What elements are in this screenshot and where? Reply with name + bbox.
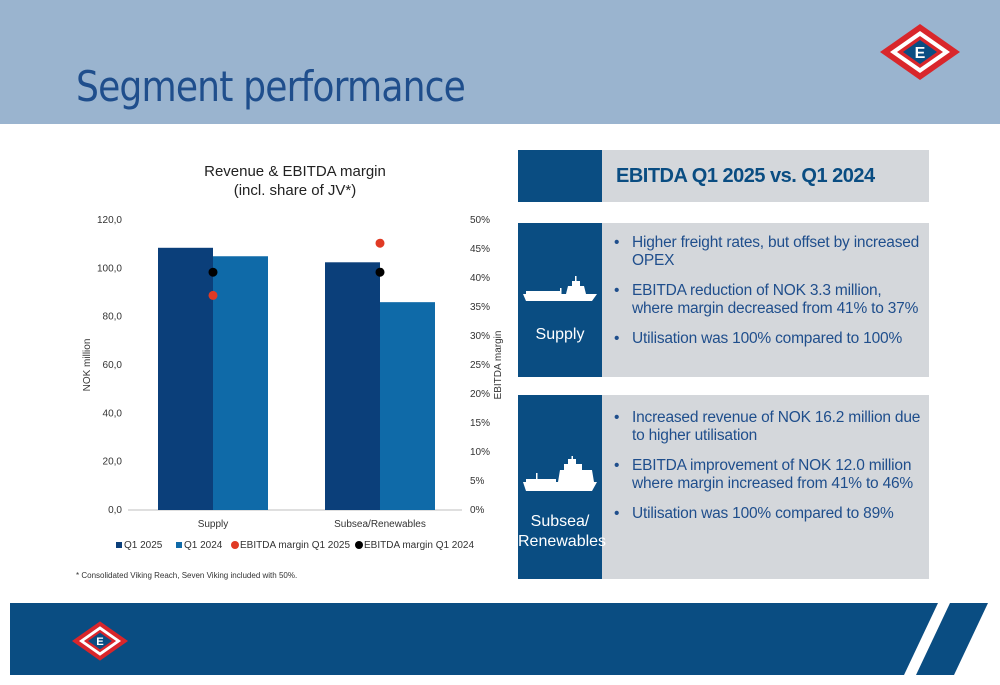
marker-margin-q1-2025 [375, 238, 385, 248]
legend-label: Q1 2024 [184, 540, 223, 551]
bullet-item: EBITDA improvement of NOK 12.0 million w… [614, 457, 924, 493]
y2-tick-label: 30% [470, 331, 490, 342]
chart-subtitle: (incl. share of JV*) [233, 182, 357, 199]
y2-tick-label: 20% [470, 389, 490, 400]
y-tick-label: 40,0 [103, 408, 123, 419]
legend-swatch [355, 541, 363, 549]
y2-tick-label: 40% [470, 273, 490, 284]
footer-logo: E [72, 621, 128, 661]
y-axis-label: NOK million [82, 339, 93, 392]
chart-title: Revenue & EBITDA margin [204, 163, 386, 180]
legend-label: EBITDA margin Q1 2024 [364, 540, 474, 551]
bar-q1-2025 [325, 262, 380, 510]
marker-margin-q1-2024 [375, 267, 385, 277]
y2-tick-label: 50% [470, 215, 490, 226]
y2-tick-label: 15% [470, 418, 490, 429]
supply-label: Supply [535, 326, 585, 343]
y-tick-label: 80,0 [103, 312, 123, 323]
bullet-item: Utilisation was 100% compared to 100% [614, 330, 924, 348]
panel-header-accent [518, 150, 602, 202]
y-tick-label: 60,0 [103, 360, 123, 371]
y-tick-label: 20,0 [103, 457, 123, 468]
legend-swatch [176, 542, 182, 548]
bar-q1-2024 [380, 302, 435, 510]
bar-q1-2025 [158, 247, 213, 510]
bar-q1-2024 [213, 256, 268, 510]
y2-tick-label: 5% [470, 476, 485, 487]
footnote: * Consolidated Viking Reach, Seven Vikin… [76, 571, 298, 580]
header-band [0, 0, 1000, 124]
legend-label: Q1 2025 [124, 540, 163, 551]
supply-vessel-icon [523, 276, 597, 301]
y2-tick-label: 10% [470, 447, 490, 458]
legend-swatch [116, 542, 122, 548]
subsea-bullets: Increased revenue of NOK 16.2 million du… [614, 409, 924, 535]
legend-label: EBITDA margin Q1 2025 [240, 540, 350, 551]
legend-swatch [231, 541, 239, 549]
svg-text:E: E [96, 636, 104, 648]
y2-tick-label: 35% [470, 302, 490, 313]
bullet-item: Increased revenue of NOK 16.2 million du… [614, 409, 924, 445]
marker-margin-q1-2025 [208, 290, 218, 300]
bullet-item: EBITDA reduction of NOK 3.3 million, whe… [614, 282, 924, 318]
footer-band [10, 603, 988, 675]
y2-axis-label: EBITDA margin [493, 331, 504, 400]
y2-tick-label: 0% [470, 505, 485, 516]
x-tick-label: Supply [198, 519, 229, 530]
svg-text:E: E [915, 45, 926, 62]
chart-title-block: Revenue & EBITDA margin (incl. share of … [80, 162, 510, 200]
panel-title: EBITDA Q1 2025 vs. Q1 2024 [616, 165, 875, 187]
subsea-vessel-icon [523, 456, 597, 491]
y-tick-label: 120,0 [97, 215, 122, 226]
panel-header [602, 150, 929, 202]
supply-bullets: Higher freight rates, but offset by incr… [614, 234, 924, 360]
page-title: Segment performance [76, 62, 466, 111]
y-tick-label: 0,0 [108, 505, 122, 516]
x-tick-label: Subsea/Renewables [334, 519, 426, 530]
y2-tick-label: 25% [470, 360, 490, 371]
marker-margin-q1-2024 [208, 267, 218, 277]
subsea-label: Subsea/ Renewables [518, 513, 607, 550]
y-tick-label: 100,0 [97, 263, 122, 274]
bullet-item: Higher freight rates, but offset by incr… [614, 234, 924, 270]
bullet-item: Utilisation was 100% compared to 89% [614, 505, 924, 523]
company-logo: E [880, 24, 960, 80]
y2-tick-label: 45% [470, 244, 490, 255]
